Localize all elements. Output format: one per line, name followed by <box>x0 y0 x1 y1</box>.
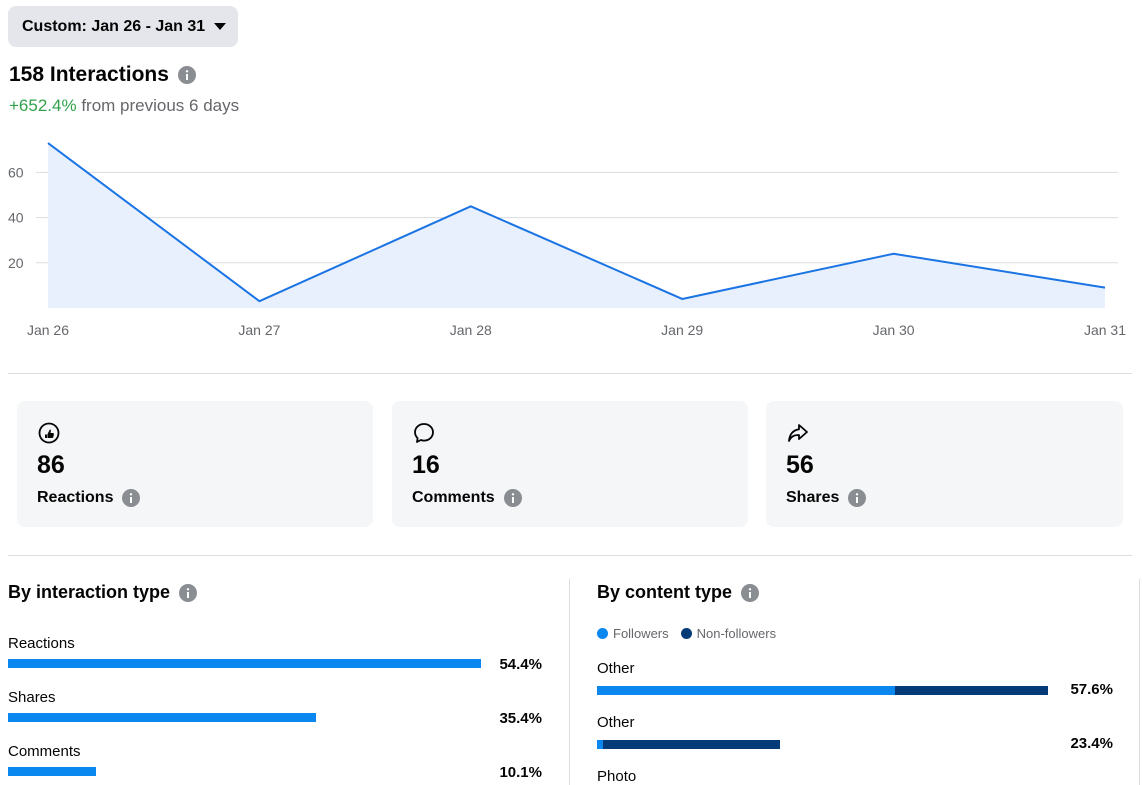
reaction-icon <box>38 422 60 444</box>
interaction-type-heading: By interaction type <box>8 582 171 602</box>
interaction-row-label: Shares <box>8 689 56 706</box>
info-icon[interactable] <box>177 66 196 84</box>
x-tick-label: Jan 27 <box>238 322 280 338</box>
interaction-bar-comments <box>8 767 96 776</box>
series-line <box>47 142 1106 303</box>
y-tick-label: 20 <box>8 255 24 271</box>
content-row-label: Photo <box>597 768 637 785</box>
x-tick-label: Jan 30 <box>873 322 915 338</box>
shares-card: 56 Shares <box>766 401 1123 527</box>
column-divider <box>569 579 570 785</box>
share-icon <box>788 424 808 442</box>
reactions-value: 86 <box>37 451 65 479</box>
x-tick-label: Jan 28 <box>450 322 492 338</box>
content-type-title: By content type <box>597 582 760 603</box>
content-type-heading: By content type <box>597 582 733 602</box>
caret-down-icon <box>214 23 227 30</box>
scroll-edge <box>1139 579 1140 785</box>
interaction-row-pct: 54.4% <box>499 656 542 673</box>
x-tick-label: Jan 26 <box>27 322 69 338</box>
shares-label-row: Shares <box>786 489 867 507</box>
interaction-bar-shares <box>8 713 316 722</box>
change-percent: +652.4% <box>9 96 77 115</box>
info-icon[interactable] <box>503 489 522 507</box>
reactions-label: Reactions <box>37 489 114 506</box>
interaction-row-label: Reactions <box>8 635 75 652</box>
followers-segment <box>597 740 604 749</box>
x-tick-label: Jan 29 <box>661 322 703 338</box>
divider <box>8 555 1132 556</box>
comments-label-row: Comments <box>412 489 522 507</box>
info-icon[interactable] <box>741 583 760 602</box>
legend-followers: Followers <box>597 626 669 641</box>
interaction-row-pct: 10.1% <box>499 764 542 781</box>
legend-non-followers: Non-followers <box>680 626 777 641</box>
y-tick-label: 40 <box>8 210 24 226</box>
comments-value: 16 <box>412 451 440 479</box>
comments-card: 16 Comments <box>392 401 748 527</box>
interaction-bar-reactions <box>8 659 482 668</box>
shares-value: 56 <box>786 451 814 479</box>
content-row-label: Other <box>597 660 635 677</box>
content-type-legend: Followers Non-followers <box>597 626 776 641</box>
comments-label: Comments <box>412 489 495 506</box>
divider <box>8 373 1132 374</box>
info-icon[interactable] <box>122 489 141 507</box>
content-bar <box>597 740 781 749</box>
y-tick-label: 60 <box>8 164 24 180</box>
comment-icon <box>414 423 434 443</box>
followers-label: Followers <box>613 626 669 641</box>
content-bar <box>597 686 1048 695</box>
shares-label: Shares <box>786 489 840 506</box>
interactions-headline: 158 Interactions <box>9 63 196 87</box>
interaction-type-title: By interaction type <box>8 582 198 603</box>
interactions-total: 158 Interactions <box>9 63 169 86</box>
followers-segment <box>597 686 895 695</box>
non-followers-dot <box>680 628 692 639</box>
non-followers-segment <box>603 740 781 749</box>
area-fill <box>48 143 1105 308</box>
interaction-row-pct: 35.4% <box>499 710 542 727</box>
content-row-pct: 23.4% <box>1070 735 1113 752</box>
x-tick-label: Jan 31 <box>1084 322 1126 338</box>
interactions-line-chart: Jan 26 Jan 27 Jan 28 Jan 29 Jan 30 Jan 31 20 4… <box>8 142 1126 338</box>
content-row-pct: 57.6% <box>1070 681 1113 698</box>
interaction-row-label: Comments <box>8 743 81 760</box>
reactions-label-row: Reactions <box>37 489 141 507</box>
interactions-change: +652.4% from previous 6 days <box>9 96 239 116</box>
change-suffix: from previous 6 days <box>81 96 240 115</box>
non-followers-segment <box>894 686 1048 695</box>
followers-dot <box>597 628 608 639</box>
info-icon[interactable] <box>179 583 198 602</box>
date-range-label: Custom: Jan 26 - Jan 31 <box>22 17 206 35</box>
date-range-dropdown[interactable]: Custom: Jan 26 - Jan 31 <box>8 6 238 47</box>
content-row-label: Other <box>597 714 635 731</box>
info-icon[interactable] <box>848 489 867 507</box>
reactions-card: 86 Reactions <box>17 401 373 527</box>
non-followers-label: Non-followers <box>696 626 777 641</box>
